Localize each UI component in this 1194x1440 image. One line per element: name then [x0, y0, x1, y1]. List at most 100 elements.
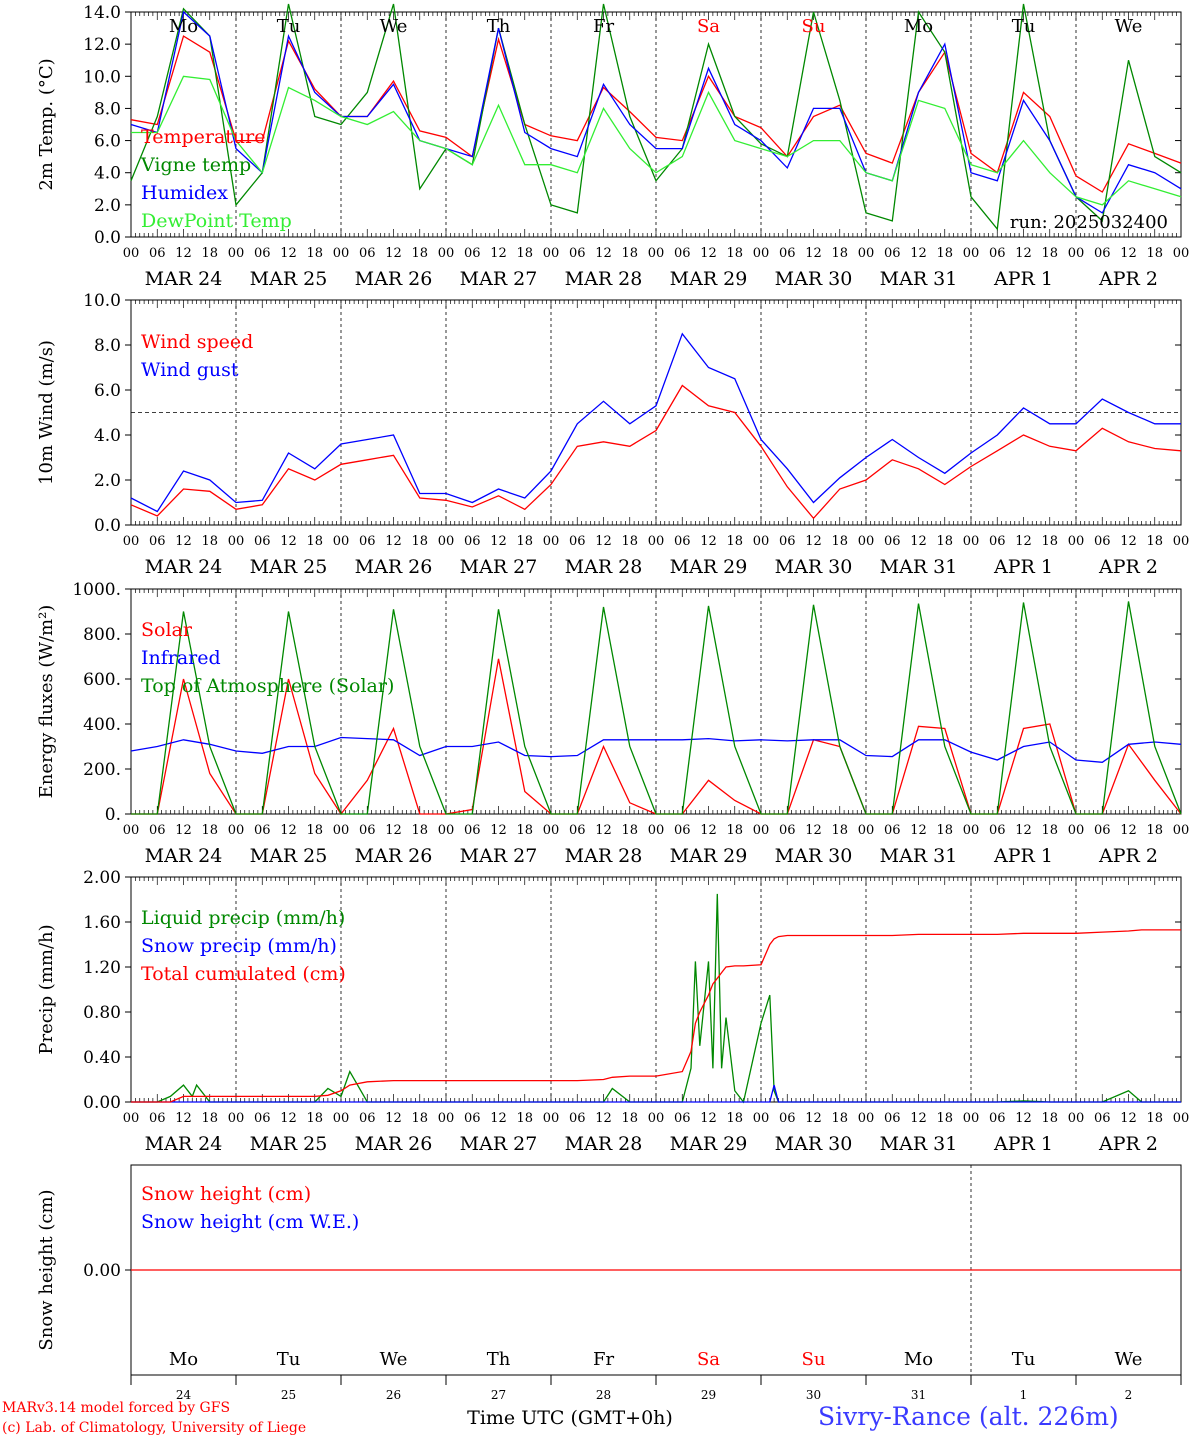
hour-label: 12 [175, 534, 192, 549]
y-tick-label: 1000. [72, 580, 121, 600]
hour-label: 18 [726, 823, 743, 838]
hour-label: 00 [438, 534, 455, 549]
hour-label: 12 [1015, 246, 1032, 261]
hour-label: 00 [543, 534, 560, 549]
hour-label: 18 [516, 534, 533, 549]
hour-label: 06 [674, 1111, 691, 1126]
hour-label: 06 [359, 534, 376, 549]
hour-label: 12 [595, 246, 612, 261]
hour-label: 18 [831, 246, 848, 261]
hour-label: 18 [621, 246, 638, 261]
hour-label: 00 [333, 246, 350, 261]
hour-label: 00 [228, 534, 245, 549]
weekday-label: Su [802, 1349, 826, 1370]
panel-frame [130, 588, 1182, 815]
y-tick-label: 1.20 [83, 958, 121, 978]
y-tick-label: 6.0 [94, 381, 121, 401]
y-tick-label: 12.0 [83, 35, 121, 55]
y-tick-label: 0.0 [94, 516, 121, 536]
hour-label: 06 [149, 823, 166, 838]
series-line [130, 384, 1182, 520]
date-label: MAR 26 [355, 845, 433, 867]
hour-label: 12 [280, 1111, 297, 1126]
weekday-label: Tu [277, 1349, 301, 1370]
model-credit: MARv3.14 model forced by GFS [2, 1400, 231, 1416]
run-annotation: run: 2025032400 [1010, 212, 1168, 233]
date-label: MAR 30 [775, 1133, 853, 1155]
hour-label: 00 [543, 1111, 560, 1126]
hour-label: 12 [910, 1111, 927, 1126]
hour-label: 12 [700, 246, 717, 261]
hour-label: 12 [805, 534, 822, 549]
hour-label: 06 [779, 823, 796, 838]
date-label: MAR 24 [145, 1133, 223, 1155]
hour-label: 00 [1173, 1111, 1190, 1126]
date-label: MAR 27 [460, 845, 538, 867]
y-tick-label: 8.0 [94, 336, 121, 356]
date-label: MAR 29 [670, 1133, 748, 1155]
y-tick-label: 0.0 [94, 228, 121, 248]
hour-label: 12 [175, 823, 192, 838]
hour-label: 06 [989, 1111, 1006, 1126]
weekday-label: Mo [169, 1349, 198, 1370]
hour-label: 18 [201, 1111, 218, 1126]
hour-label: 00 [753, 534, 770, 549]
y-tick-label: 0.40 [83, 1048, 121, 1068]
hour-label: 12 [175, 1111, 192, 1126]
hour-label: 18 [516, 246, 533, 261]
day-number-label: 24 [176, 1388, 192, 1402]
hour-label: 18 [726, 534, 743, 549]
hour-label: 00 [648, 246, 665, 261]
hour-label: 06 [884, 823, 901, 838]
legend-entry: Top of Atmosphere (Solar) [141, 675, 394, 697]
hour-label: 00 [858, 246, 875, 261]
date-label: MAR 26 [355, 1133, 433, 1155]
hour-label: 06 [884, 1111, 901, 1126]
hour-label: 18 [516, 1111, 533, 1126]
day-number-label: 31 [911, 1388, 926, 1402]
y-tick-label: 800. [83, 625, 121, 645]
date-label: MAR 27 [460, 268, 538, 290]
hour-label: 18 [1146, 246, 1163, 261]
hour-label: 12 [805, 823, 822, 838]
hour-label: 00 [438, 823, 455, 838]
date-label: MAR 30 [775, 845, 853, 867]
hour-label: 18 [726, 246, 743, 261]
series-line [130, 736, 1182, 763]
hour-label: 18 [1041, 534, 1058, 549]
hour-label: 00 [648, 823, 665, 838]
hour-label: 18 [1041, 823, 1058, 838]
hour-label: 06 [464, 1111, 481, 1126]
date-label: MAR 29 [670, 845, 748, 867]
hour-label: 18 [621, 823, 638, 838]
hour-label: 00 [858, 823, 875, 838]
date-label: MAR 25 [250, 845, 328, 867]
hour-label: 00 [123, 246, 140, 261]
hour-label: 06 [464, 534, 481, 549]
date-label: MAR 25 [250, 556, 328, 578]
hour-label: 12 [1015, 534, 1032, 549]
date-label: APR 2 [1098, 268, 1158, 290]
hour-label: 06 [359, 1111, 376, 1126]
hour-label: 06 [779, 1111, 796, 1126]
weekday-label: Fr [593, 1349, 614, 1370]
date-label: APR 1 [993, 556, 1053, 578]
legend-entry: Total cumulated (cm) [141, 963, 346, 985]
hour-label: 00 [753, 823, 770, 838]
y-tick-label: 10.0 [83, 291, 121, 311]
hour-label: 06 [989, 534, 1006, 549]
y-tick-label: 2.0 [94, 196, 121, 216]
hour-label: 18 [201, 534, 218, 549]
hour-label: 12 [490, 534, 507, 549]
hour-label: 00 [438, 246, 455, 261]
date-label: APR 1 [993, 268, 1053, 290]
hour-label: 18 [726, 1111, 743, 1126]
legend-entry: Liquid precip (mm/h) [141, 907, 345, 929]
date-label: MAR 29 [670, 268, 748, 290]
hour-label: 18 [621, 1111, 638, 1126]
hour-label: 12 [385, 1111, 402, 1126]
y-axis-title: Snow height (cm) [36, 1189, 57, 1350]
hour-label: 00 [858, 534, 875, 549]
hour-label: 06 [359, 823, 376, 838]
